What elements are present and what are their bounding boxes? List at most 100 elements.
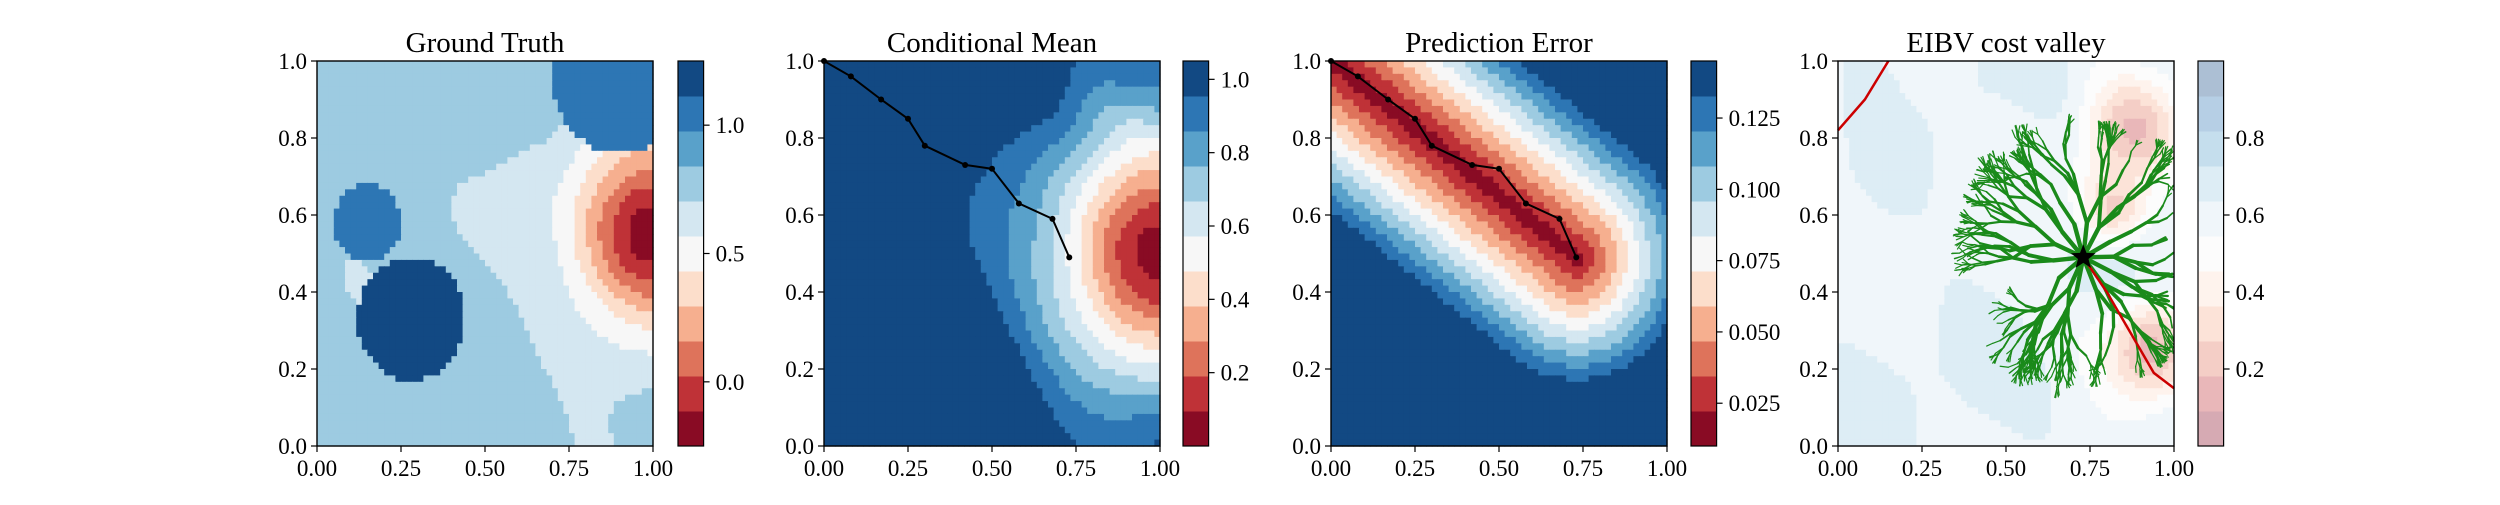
- heatmap-cell: [591, 414, 597, 421]
- heatmap-cell: [1042, 151, 1048, 158]
- heatmap-cell: [323, 87, 329, 94]
- heatmap-cell: [496, 427, 502, 434]
- heatmap-cell: [558, 433, 564, 440]
- heatmap-cell: [608, 427, 614, 434]
- heatmap-cell: [367, 350, 373, 357]
- heatmap-cell: [619, 382, 625, 389]
- heatmap-cell: [552, 420, 558, 427]
- heatmap-cell: [507, 80, 513, 87]
- heatmap-cell: [401, 408, 407, 415]
- heatmap-cell: [914, 106, 920, 113]
- heatmap-cell: [468, 196, 474, 203]
- heatmap-cell: [575, 356, 581, 363]
- heatmap-cell: [362, 292, 368, 299]
- heatmap-cell: [552, 395, 558, 402]
- heatmap-cell: [580, 87, 586, 94]
- heatmap-cell: [390, 395, 396, 402]
- heatmap-cell: [914, 61, 920, 68]
- heatmap-cell: [418, 350, 424, 357]
- heatmap-cell: [524, 144, 530, 151]
- heatmap-cell: [328, 266, 334, 273]
- heatmap-cell: [373, 305, 379, 312]
- heatmap-cell: [412, 414, 418, 421]
- heatmap-cell: [390, 234, 396, 241]
- heatmap-cell: [496, 375, 502, 382]
- heatmap-cell: [507, 350, 513, 357]
- heatmap-cell: [942, 80, 948, 87]
- heatmap-cell: [880, 177, 886, 184]
- heatmap-cell: [401, 375, 407, 382]
- heatmap-cell: [440, 125, 446, 132]
- heatmap-cell: [970, 157, 976, 164]
- heatmap-cell: [619, 279, 625, 286]
- heatmap-cell: [351, 125, 357, 132]
- heatmap-cell: [558, 241, 564, 248]
- heatmap-cell: [970, 100, 976, 107]
- heatmap-cell: [953, 144, 959, 151]
- heatmap-cell: [569, 414, 575, 421]
- heatmap-cell: [614, 228, 620, 235]
- heatmap-cell: [474, 112, 480, 119]
- heatmap-cell: [569, 363, 575, 370]
- heatmap-cell: [614, 234, 620, 241]
- heatmap-cell: [897, 202, 903, 209]
- heatmap-cell: [339, 132, 345, 139]
- heatmap-cell: [491, 247, 497, 254]
- heatmap-cell: [1065, 67, 1071, 74]
- heatmap-cell: [435, 414, 441, 421]
- heatmap-cell: [339, 356, 345, 363]
- heatmap-cell: [608, 375, 614, 382]
- heatmap-cell: [852, 119, 858, 126]
- heatmap-cell: [1110, 67, 1116, 74]
- heatmap-cell: [569, 93, 575, 100]
- heatmap-cell: [339, 241, 345, 248]
- heatmap-cell: [580, 318, 586, 325]
- heatmap-cell: [925, 157, 931, 164]
- heatmap-cell: [586, 106, 592, 113]
- heatmap-cell: [440, 298, 446, 305]
- heatmap-cell: [519, 138, 525, 145]
- heatmap-cell: [1065, 119, 1071, 126]
- heatmap-cell: [919, 164, 925, 171]
- heatmap-cell: [1132, 144, 1138, 151]
- heatmap-cell: [563, 273, 569, 280]
- heatmap-cell: [580, 119, 586, 126]
- heatmap-cell: [1014, 112, 1020, 119]
- heatmap-cell: [440, 177, 446, 184]
- heatmap-cell: [351, 202, 357, 209]
- heatmap-cell: [519, 382, 525, 389]
- heatmap-cell: [524, 298, 530, 305]
- heatmap-cell: [953, 61, 959, 68]
- heatmap-cell: [367, 363, 373, 370]
- heatmap-cell: [390, 221, 396, 228]
- heatmap-cell: [440, 260, 446, 267]
- heatmap-cell: [1020, 189, 1026, 196]
- heatmap-cell: [824, 80, 830, 87]
- heatmap-cell: [356, 151, 362, 158]
- heatmap-cell: [412, 350, 418, 357]
- heatmap-cell: [569, 119, 575, 126]
- heatmap-cell: [479, 112, 485, 119]
- heatmap-cell: [1020, 80, 1026, 87]
- heatmap-cell: [463, 170, 469, 177]
- heatmap-cell: [530, 343, 536, 350]
- heatmap-cell: [334, 260, 340, 267]
- heatmap-cell: [1143, 189, 1149, 196]
- heatmap-cell: [485, 157, 491, 164]
- heatmap-cell: [636, 132, 642, 139]
- heatmap-cell: [1065, 100, 1071, 107]
- heatmap-cell: [373, 279, 379, 286]
- heatmap-cell: [435, 408, 441, 415]
- heatmap-cell: [496, 228, 502, 235]
- heatmap-cell: [547, 93, 553, 100]
- heatmap-cell: [423, 125, 429, 132]
- heatmap-cell: [1037, 183, 1043, 190]
- heatmap-cell: [631, 189, 637, 196]
- heatmap-cell: [841, 119, 847, 126]
- heatmap-cell: [507, 228, 513, 235]
- heatmap-cell: [874, 183, 880, 190]
- heatmap-cell: [953, 106, 959, 113]
- heatmap-cell: [423, 119, 429, 126]
- heatmap-cell: [558, 61, 564, 68]
